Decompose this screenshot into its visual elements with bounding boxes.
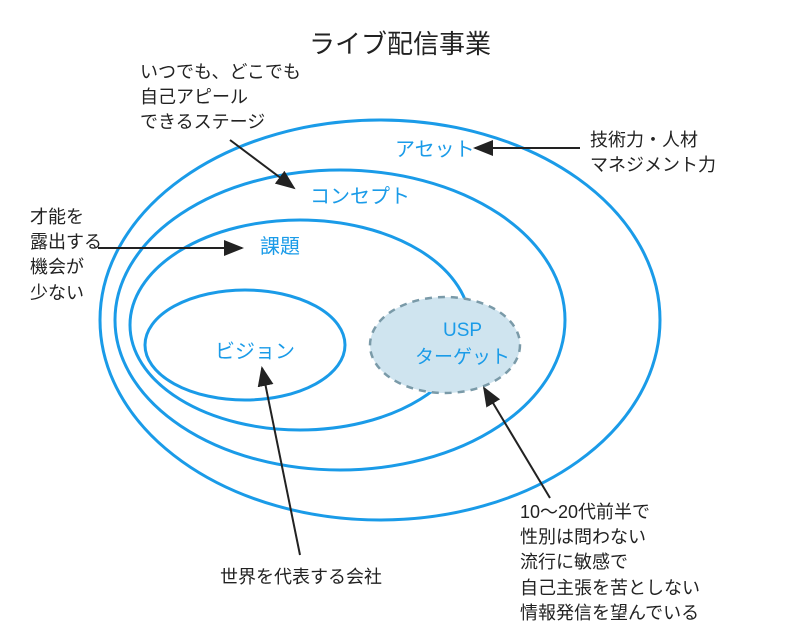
label-asset: アセット: [395, 133, 475, 162]
label-concept: コンセプト: [310, 180, 410, 209]
annotation-usp: 10〜20代前半で性別は問わない流行に敏感で自己主張を苦としない情報発信を望んで…: [520, 500, 700, 626]
annotation-asset: 技術力・人材マネジメント力: [590, 128, 716, 178]
label-issue: 課題: [260, 230, 300, 259]
usp-arrow: [484, 388, 550, 498]
annotation-vision: 世界を代表する会社: [220, 565, 382, 590]
label-usp: USPターゲット: [415, 320, 510, 369]
annotation-issue: 才能を露出する機会が少ない: [30, 205, 102, 306]
label-vision: ビジョン: [215, 335, 295, 364]
annotation-concept: いつでも、どこでも自己アピールできるステージ: [140, 60, 301, 136]
